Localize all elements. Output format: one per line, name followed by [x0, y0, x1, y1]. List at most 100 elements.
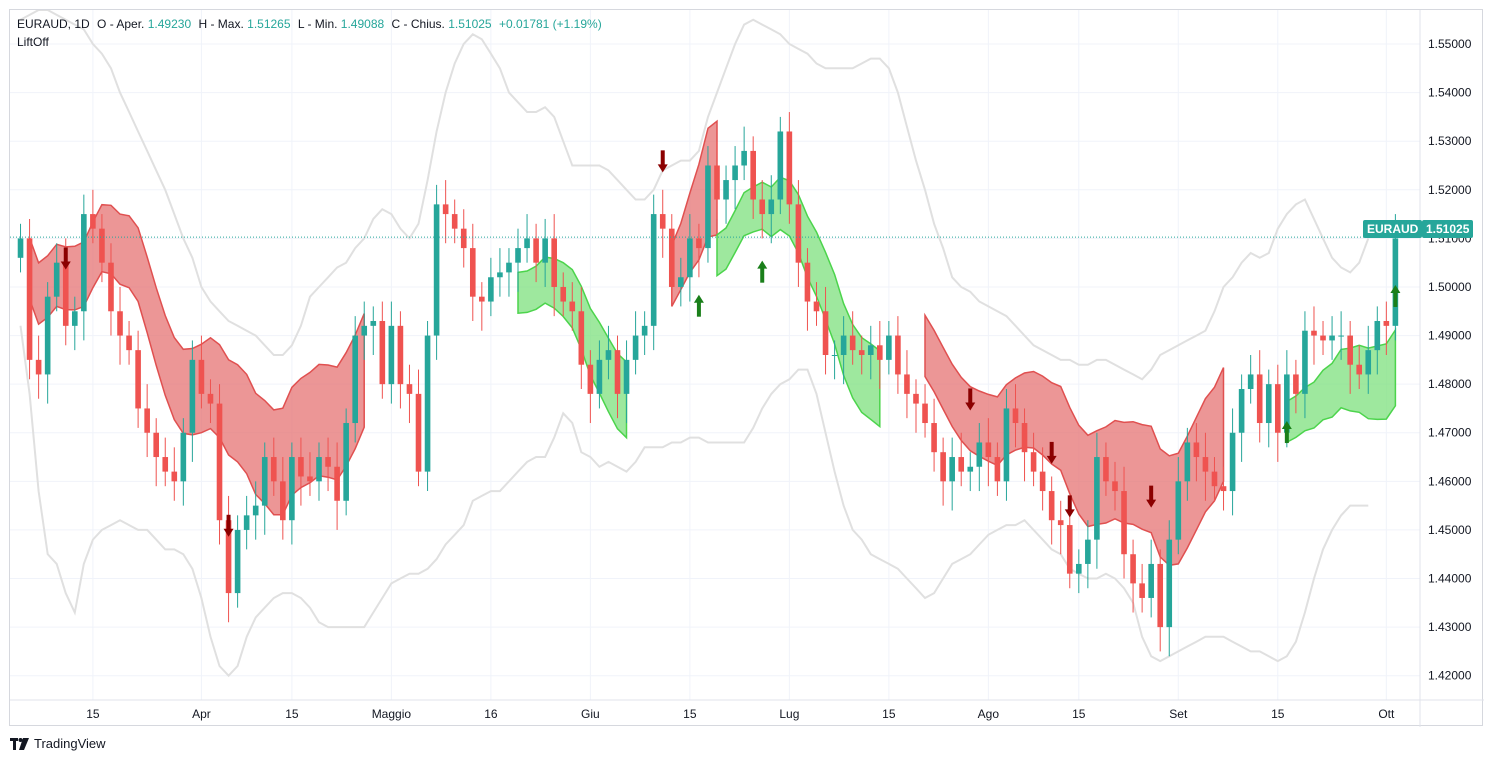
- candle-body: [1030, 452, 1037, 472]
- arrow-shaft: [1393, 290, 1398, 307]
- candle-body: [189, 359, 196, 433]
- candle-body: [940, 452, 946, 482]
- candle-body: [180, 432, 187, 482]
- candle-body: [840, 335, 847, 355]
- y-tick-label: 1.49000: [1428, 329, 1472, 343]
- indicator-name: LiftOff: [17, 35, 49, 49]
- candle-body: [506, 262, 512, 273]
- candle-body: [144, 408, 150, 433]
- candle-body: [687, 238, 693, 278]
- buy-signal-arrow: [693, 294, 704, 317]
- candle-body: [1066, 525, 1073, 574]
- legend-timeframe: 1D: [74, 17, 90, 31]
- candle-body: [804, 262, 811, 302]
- x-tick-label: Set: [1169, 707, 1188, 721]
- candle-body: [126, 335, 132, 351]
- candle-body: [1329, 335, 1335, 341]
- legend-low-value: 1.49088: [340, 17, 385, 31]
- candle-body: [985, 442, 992, 458]
- candle-body: [958, 457, 965, 472]
- x-tick-label: Apr: [192, 707, 211, 721]
- legend-open-value: 1.49230: [147, 17, 192, 31]
- sell-signal-arrow: [1146, 485, 1157, 508]
- candle-body: [1003, 408, 1010, 482]
- y-tick-label: 1.42000: [1428, 669, 1472, 683]
- candle-body: [931, 423, 937, 453]
- candle-body: [343, 423, 349, 501]
- candles: [17, 112, 1399, 657]
- candle-body: [225, 520, 232, 594]
- candle-body: [569, 301, 576, 312]
- candle-body: [424, 335, 431, 472]
- candle-body: [307, 476, 313, 482]
- y-tick-label: 1.55000: [1428, 37, 1472, 51]
- candle-body: [415, 393, 422, 472]
- legend-high-label: H - Max.: [198, 17, 244, 31]
- candle-body: [614, 350, 621, 394]
- candle-body: [62, 262, 69, 326]
- candle-body: [207, 393, 214, 404]
- candle-body: [1157, 563, 1164, 628]
- candle-body: [877, 345, 883, 360]
- candle-body: [524, 238, 530, 249]
- brand-name: TradingView: [34, 736, 106, 751]
- candle-body: [1383, 320, 1390, 326]
- price-tag-value: 1.51025: [1422, 220, 1474, 238]
- y-tick-label: 1.50000: [1428, 280, 1472, 294]
- candle-body: [1284, 374, 1290, 433]
- legend-indicator[interactable]: LiftOff: [17, 35, 49, 49]
- candle-body: [17, 238, 24, 258]
- candle-body: [270, 457, 277, 482]
- candle-body: [352, 335, 358, 424]
- legend-open-label: O - Aper.: [97, 17, 145, 31]
- candle-body: [1238, 389, 1245, 433]
- arrow-head: [1064, 509, 1075, 518]
- chart-frame[interactable]: 1.42000 1.43000 1.44000 1.45000 1.46000 1.470…: [9, 9, 1484, 727]
- brand[interactable]: TradingView: [10, 736, 106, 751]
- x-tick-label: 15: [683, 707, 697, 721]
- arrow-head: [657, 164, 668, 173]
- candle-body: [1076, 563, 1082, 574]
- candle-body: [397, 325, 404, 385]
- candle-body: [741, 150, 747, 166]
- x-tick-label: Maggio: [372, 707, 412, 721]
- sell-signal-arrow: [60, 247, 71, 270]
- candle-body: [1365, 350, 1372, 375]
- candle-body: [849, 335, 856, 351]
- candle-body: [243, 515, 250, 530]
- candle-body: [26, 238, 33, 360]
- candle-body: [488, 277, 494, 302]
- candle-body: [822, 311, 829, 355]
- candle-body: [460, 228, 467, 249]
- legend-close-value: 1.51025: [448, 17, 492, 31]
- candle-body: [171, 471, 178, 482]
- candle-body: [379, 320, 386, 385]
- candle-body: [1121, 491, 1127, 555]
- candle-body: [1012, 408, 1019, 424]
- candle-body: [1193, 442, 1200, 458]
- candle-body: [867, 345, 874, 355]
- candle-body: [1085, 539, 1091, 564]
- candle-body: [1130, 554, 1136, 584]
- candle-body: [705, 165, 711, 249]
- x-tick-label: 16: [484, 707, 498, 721]
- candle-body: [1039, 471, 1046, 492]
- candle-body: [1094, 457, 1100, 540]
- legend-close-label: C - Chius.: [391, 17, 445, 31]
- chart-canvas[interactable]: 1.42000 1.43000 1.44000 1.45000 1.46000 1.470…: [10, 10, 1484, 727]
- candle-body: [768, 199, 775, 215]
- candle-body: [1392, 238, 1399, 326]
- legend-low-label: L - Min.: [297, 17, 338, 31]
- arrow-shaft: [1284, 427, 1289, 444]
- candle-body: [406, 384, 413, 394]
- axes: 1.42000 1.43000 1.44000 1.45000 1.46000 1.470…: [10, 10, 1484, 727]
- arrow-shaft: [1149, 485, 1154, 502]
- candle-body: [922, 403, 928, 424]
- candle-body: [108, 262, 114, 312]
- arrow-head: [1046, 455, 1057, 464]
- tradingview-logo-icon: [10, 737, 29, 750]
- bollinger-bands: [19, 10, 1370, 678]
- candle-body: [117, 311, 123, 336]
- price-tag-symbol-text: EURAUD: [1367, 222, 1419, 236]
- candle-body: [1274, 384, 1281, 433]
